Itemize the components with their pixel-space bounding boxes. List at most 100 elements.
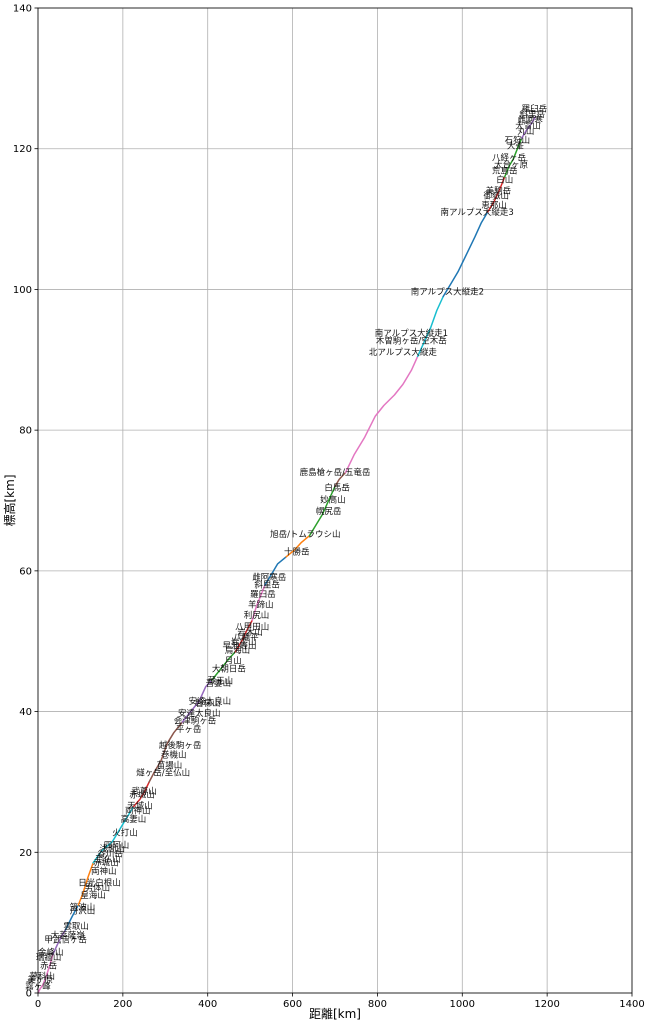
route-segment xyxy=(211,651,237,681)
route-segment xyxy=(416,295,444,358)
annotations: 羅臼岳斜里岳雌阿寒大雪山丸山石狩山大峯八経ヶ岳大台ヶ原荒島岳白山美駒岳御嶽山恵那… xyxy=(25,103,547,991)
peak-label: 雌阿寒 xyxy=(517,115,543,126)
peak-label: 浅間山 xyxy=(99,844,125,855)
route-segment xyxy=(520,116,537,139)
peak-label: 丹沢山 xyxy=(70,905,96,916)
peak-label: 四阿山 xyxy=(104,840,130,851)
route-segment xyxy=(285,534,311,558)
y-tick-label: 20 xyxy=(19,848,32,859)
route-line xyxy=(37,116,537,994)
peak-label: 斜里岳 xyxy=(254,580,280,591)
route-segment xyxy=(181,679,213,723)
peak-label: 木曽駒ヶ岳/空木岳 xyxy=(376,336,447,347)
route-segment xyxy=(442,211,489,298)
peak-label: 雲取山 xyxy=(63,921,89,932)
peak-label: 至仏山 xyxy=(95,854,121,865)
peak-label: 谷川岳 xyxy=(97,849,123,860)
peak-label: 早池峰山 xyxy=(223,640,257,651)
peak-label: 瑞牆山 xyxy=(36,952,62,963)
peak-label: 羅臼岳 xyxy=(250,589,276,600)
x-tick-label: 200 xyxy=(113,999,132,1010)
y-tick-label: 140 xyxy=(13,4,32,15)
route-segment xyxy=(234,619,254,653)
route-segment xyxy=(92,805,135,864)
route-segment xyxy=(344,355,419,474)
route-segment xyxy=(77,862,94,906)
peak-label: 十勝岳 xyxy=(284,547,310,558)
peak-label: 蔵王山 xyxy=(208,675,234,686)
y-tick-label: 0 xyxy=(26,989,32,1000)
peak-label: 日光白根山 xyxy=(78,877,121,888)
route-segment xyxy=(503,137,523,178)
peak-label: 平ヶ岳 xyxy=(176,724,202,735)
x-tick-label: 0 xyxy=(35,999,41,1010)
peak-label: 北アルプス大縦走 xyxy=(369,347,437,358)
peak-label: 南アルプス大縦走2 xyxy=(411,286,484,297)
peak-label: 八経ヶ岳 xyxy=(492,153,527,164)
y-tick-label: 120 xyxy=(13,144,32,155)
y-tick-label: 100 xyxy=(13,285,32,296)
peak-label: 羊蹄山 xyxy=(248,599,274,610)
peak-label: 皇海山 xyxy=(80,890,106,901)
y-tick-label: 40 xyxy=(19,707,32,718)
y-axis-title: 標高[km] xyxy=(2,474,17,526)
peak-label: 丸山 xyxy=(517,126,534,137)
x-tick-label: 1400 xyxy=(619,999,644,1010)
peak-label: 荒島岳 xyxy=(492,165,518,176)
x-axis-title: 距離[km] xyxy=(309,1007,361,1021)
route-segment xyxy=(264,556,287,586)
peak-label: 赤城山 xyxy=(129,789,155,800)
peak-label: 石狩山 xyxy=(505,135,531,146)
peak-label: 両神山 xyxy=(91,866,117,877)
peak-label: 磐梯山 xyxy=(195,698,221,709)
peak-label: 大峯 xyxy=(507,141,525,152)
peak-label: 妙高山 xyxy=(320,495,346,506)
peak-label: 会津駒ヶ岳 xyxy=(174,716,217,727)
peak-label: 大菩薩嶺 xyxy=(51,930,86,941)
peak-label: 八甲田山 xyxy=(235,621,269,632)
peak-label: 鳥海山 xyxy=(225,645,251,656)
route-segment xyxy=(308,485,336,537)
peak-label: 白馬岳 xyxy=(324,483,350,494)
peak-label: 利尻山 xyxy=(244,610,270,621)
peak-label: 恵那山 xyxy=(481,200,507,211)
peak-label: 岩手山 xyxy=(231,637,257,648)
peak-label: 蓼科山 xyxy=(29,971,55,982)
peak-label: 男体山 xyxy=(85,882,111,893)
plot-frame xyxy=(37,7,633,994)
route-segment xyxy=(251,584,266,621)
peak-label: 安達太良山 xyxy=(178,708,221,719)
peak-label: 赤岳 xyxy=(40,960,58,971)
peak-label: 白山 xyxy=(496,174,513,185)
x-tick-label: 600 xyxy=(283,999,302,1010)
route-segment xyxy=(37,953,54,994)
route-segment xyxy=(132,781,150,808)
peak-label: 八幡平 xyxy=(233,632,259,643)
peak-label: 南アルプス大縦走1 xyxy=(375,328,448,339)
x-tick-label: 1200 xyxy=(534,999,559,1010)
peak-label: 武尊山 xyxy=(131,786,157,797)
peak-label: 安達太良山 xyxy=(189,696,232,707)
peak-label: 月山 xyxy=(225,656,242,667)
peak-label: 火打山 xyxy=(112,827,138,838)
peak-label: 南アルプス大縦走3 xyxy=(440,207,513,218)
peak-label: 高妻山 xyxy=(121,814,147,825)
peak-label: 燧ヶ岳/至仏山 xyxy=(136,768,190,779)
peak-label: 苗場山 xyxy=(157,760,183,771)
peak-label: 大朝日岳 xyxy=(212,663,247,674)
peak-label: 甲武信ヶ岳 xyxy=(44,934,87,945)
peak-label: 金峰山 xyxy=(38,947,64,958)
axis-ticks: 0 200 400 600 800 1000 1200 1400 0 20 40 60 80 100 120… xyxy=(13,4,645,1011)
peak-label: 美ヶ原 xyxy=(27,974,53,985)
grid xyxy=(37,7,633,994)
route-segment xyxy=(148,721,184,783)
peak-label: 吾妻山 xyxy=(206,678,232,689)
peak-label: 大雪山 xyxy=(515,120,541,131)
peak-label: 旭岳/トムラウシ山 xyxy=(270,529,340,540)
peak-label: 御嶽山 xyxy=(483,191,509,202)
route-segment xyxy=(52,928,67,956)
peak-label: 両神山 xyxy=(125,806,151,817)
x-tick-label: 800 xyxy=(368,999,387,1010)
route-segment xyxy=(334,471,347,488)
